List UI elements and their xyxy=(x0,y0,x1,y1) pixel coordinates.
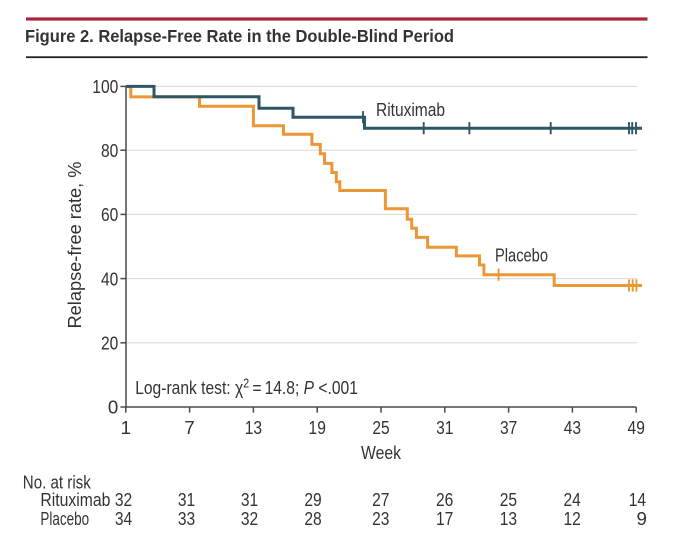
svg-text:Log-rank test: χ2 = 14.8; P <.: Log-rank test: χ2 = 14.8; P <.001 xyxy=(135,376,358,399)
svg-text:80: 80 xyxy=(101,140,118,161)
svg-text:37: 37 xyxy=(500,417,517,438)
svg-text:20: 20 xyxy=(101,333,118,354)
svg-text:14: 14 xyxy=(629,489,646,510)
svg-text:Placebo: Placebo xyxy=(40,508,89,529)
svg-text:Week: Week xyxy=(361,442,402,463)
svg-text:32: 32 xyxy=(241,508,258,529)
svg-text:24: 24 xyxy=(563,489,580,510)
svg-text:9: 9 xyxy=(636,508,646,529)
svg-text:1: 1 xyxy=(121,417,131,438)
svg-text:13: 13 xyxy=(245,417,262,438)
svg-text:25: 25 xyxy=(372,417,389,438)
svg-text:Rituximab: Rituximab xyxy=(40,489,110,510)
svg-text:31: 31 xyxy=(241,489,258,510)
svg-text:60: 60 xyxy=(101,204,118,225)
svg-text:49: 49 xyxy=(628,417,645,438)
svg-text:13: 13 xyxy=(500,508,517,529)
svg-text:31: 31 xyxy=(436,417,453,438)
svg-text:Relapse-free rate, %: Relapse-free rate, % xyxy=(64,162,85,329)
svg-text:31: 31 xyxy=(178,489,195,510)
svg-text:33: 33 xyxy=(178,508,195,529)
svg-text:23: 23 xyxy=(372,508,389,529)
svg-text:7: 7 xyxy=(184,417,194,438)
svg-text:12: 12 xyxy=(563,508,580,529)
svg-text:32: 32 xyxy=(115,489,132,510)
svg-text:0: 0 xyxy=(108,397,118,418)
svg-text:34: 34 xyxy=(115,508,132,529)
svg-text:25: 25 xyxy=(500,489,517,510)
svg-text:28: 28 xyxy=(304,508,321,529)
svg-text:40: 40 xyxy=(101,268,118,289)
svg-text:17: 17 xyxy=(436,508,453,529)
svg-text:27: 27 xyxy=(372,489,389,510)
svg-text:Placebo: Placebo xyxy=(495,245,548,266)
svg-text:29: 29 xyxy=(304,489,321,510)
svg-text:No. at risk: No. at risk xyxy=(23,471,92,492)
svg-text:Figure 2. Relapse-Free Rate in: Figure 2. Relapse-Free Rate in the Doubl… xyxy=(25,26,454,46)
svg-text:19: 19 xyxy=(309,417,326,438)
svg-text:26: 26 xyxy=(436,489,453,510)
svg-text:Rituximab: Rituximab xyxy=(376,99,445,120)
svg-text:100: 100 xyxy=(92,76,118,97)
svg-text:43: 43 xyxy=(564,417,581,438)
